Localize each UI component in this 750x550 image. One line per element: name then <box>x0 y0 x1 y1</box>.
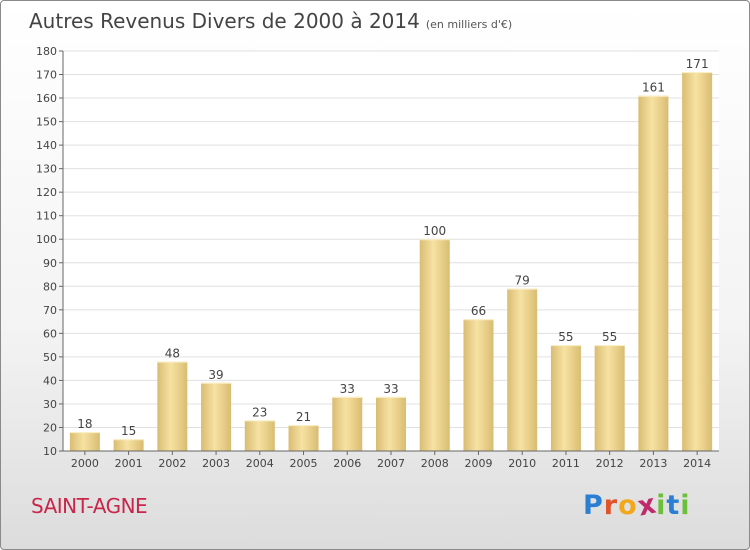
chart-title-text: Autres Revenus Divers de 2000 à 2014 <box>29 9 420 33</box>
y-tick-label: 110 <box>36 210 57 223</box>
data-label: 18 <box>77 417 92 431</box>
y-tick-label: 80 <box>43 280 57 293</box>
x-tick-label: 2012 <box>596 457 624 470</box>
bar-2008 <box>419 239 450 451</box>
y-tick-label: 40 <box>43 374 57 387</box>
data-label: 33 <box>383 382 398 396</box>
data-label: 55 <box>558 330 573 344</box>
x-tick-label: 2011 <box>552 457 580 470</box>
x-tick-label: 2005 <box>290 457 318 470</box>
data-label: 100 <box>423 224 446 238</box>
x-tick-label: 2000 <box>71 457 99 470</box>
x-tick-label: 2009 <box>464 457 492 470</box>
proxiti-logo: Proxiti <box>583 488 691 522</box>
y-tick-label: 20 <box>43 421 57 434</box>
logo-letter: o <box>618 490 638 521</box>
bar-2004 <box>244 420 275 451</box>
y-tick-label: 130 <box>36 163 57 176</box>
logo-letter: i <box>656 490 667 521</box>
x-tick-label: 2003 <box>202 457 230 470</box>
x-tick-label: 2014 <box>683 457 711 470</box>
data-label: 23 <box>252 405 267 419</box>
city-name: SAINT-AGNE <box>31 494 148 518</box>
logo-letter: r <box>603 490 619 521</box>
bar-2014 <box>682 72 713 452</box>
x-tick-label: 2001 <box>115 457 143 470</box>
y-tick-label: 90 <box>43 257 57 270</box>
y-tick-label: 170 <box>36 69 57 82</box>
bars <box>69 72 713 452</box>
x-tick-label: 2013 <box>639 457 667 470</box>
y-tick-label: 30 <box>43 398 57 411</box>
bar-2011 <box>550 345 581 451</box>
y-tick-label: 10 <box>43 445 57 458</box>
y-tick-label: 140 <box>36 139 57 152</box>
bar-2002 <box>157 361 188 451</box>
y-tick-label: 100 <box>36 233 57 246</box>
data-label: 79 <box>515 274 530 288</box>
y-tick-label: 60 <box>43 327 57 340</box>
bar-2006 <box>332 396 363 451</box>
logo-letter: P <box>583 490 604 521</box>
chart-title: Autres Revenus Divers de 2000 à 2014 (en … <box>29 9 512 33</box>
y-tick-label: 50 <box>43 351 57 364</box>
y-tick-label: 70 <box>43 304 57 317</box>
data-label: 161 <box>642 81 665 95</box>
x-tick-label: 2002 <box>158 457 186 470</box>
x-tick-label: 2010 <box>508 457 536 470</box>
bar-2001 <box>113 439 144 451</box>
chart-subtitle: (en milliers d'€) <box>425 18 513 31</box>
bar-2009 <box>463 319 494 451</box>
bar-2000 <box>69 432 100 451</box>
data-label: 171 <box>686 57 709 71</box>
data-label: 66 <box>471 304 486 318</box>
x-tick-label: 2008 <box>421 457 449 470</box>
x-tick-label: 2006 <box>333 457 361 470</box>
bar-2005 <box>288 425 319 451</box>
bar-2012 <box>594 345 625 451</box>
data-labels: 18 15 48 39 23 21 33 33 100 66 79 55 55 161 171 <box>77 57 708 438</box>
y-tick-label: 180 <box>36 45 57 58</box>
axes: 10 20 30 40 50 60 70 80 90 100 110 120 130 140 150 160 1… <box>36 45 719 470</box>
bar-2007 <box>376 396 406 451</box>
data-label: 33 <box>340 382 355 396</box>
y-tick-label: 160 <box>36 92 57 105</box>
x-tick-label: 2007 <box>377 457 405 470</box>
bar-2010 <box>507 288 538 451</box>
data-label: 55 <box>602 330 617 344</box>
data-label: 21 <box>296 410 311 424</box>
data-label: 15 <box>121 424 136 438</box>
y-tick-label: 120 <box>36 186 57 199</box>
y-tick-label: 150 <box>36 116 57 129</box>
x-tick-label: 2004 <box>246 457 274 470</box>
logo-letter: t <box>666 490 681 521</box>
bar-2003 <box>201 382 232 451</box>
data-label: 48 <box>165 347 180 361</box>
logo-letter: i <box>680 490 691 521</box>
data-label: 39 <box>208 368 223 382</box>
bar-2013 <box>638 95 669 452</box>
